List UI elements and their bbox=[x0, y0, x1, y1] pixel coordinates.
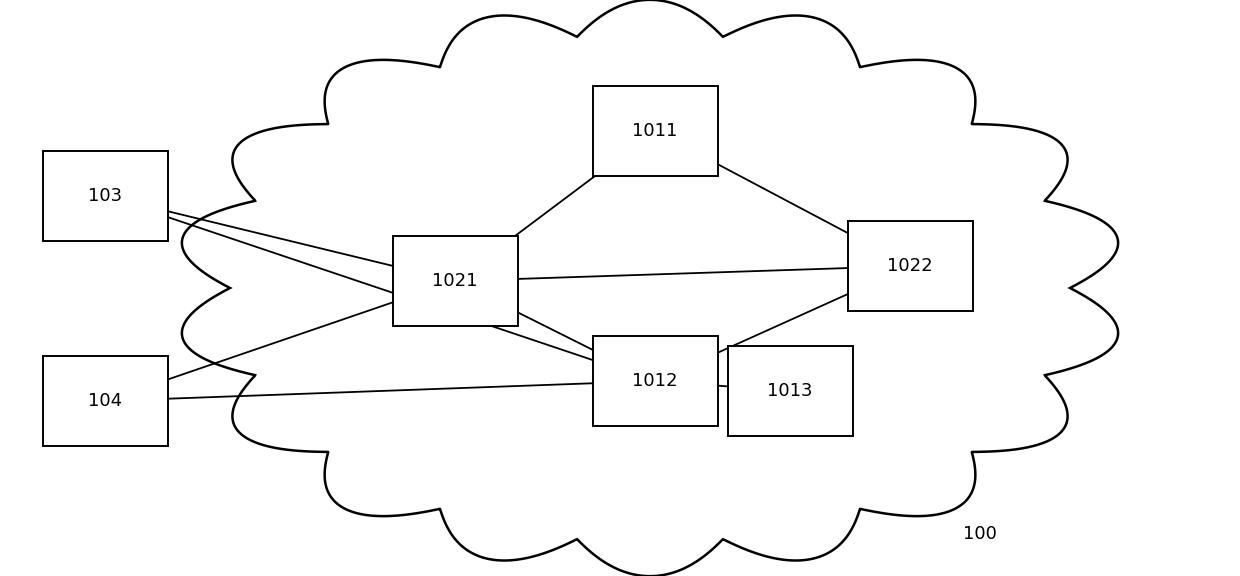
FancyBboxPatch shape bbox=[593, 86, 718, 176]
FancyBboxPatch shape bbox=[42, 356, 167, 446]
FancyBboxPatch shape bbox=[728, 346, 853, 436]
FancyBboxPatch shape bbox=[593, 336, 718, 426]
Text: 1011: 1011 bbox=[632, 122, 678, 140]
FancyBboxPatch shape bbox=[393, 236, 517, 326]
Text: 1022: 1022 bbox=[887, 257, 932, 275]
Text: 1012: 1012 bbox=[632, 372, 678, 390]
Polygon shape bbox=[182, 0, 1118, 576]
FancyBboxPatch shape bbox=[42, 151, 167, 241]
Text: 104: 104 bbox=[88, 392, 122, 410]
Text: 103: 103 bbox=[88, 187, 122, 205]
Text: 1021: 1021 bbox=[433, 272, 477, 290]
Text: 1013: 1013 bbox=[768, 382, 812, 400]
Text: 100: 100 bbox=[963, 525, 997, 543]
FancyBboxPatch shape bbox=[847, 221, 972, 311]
